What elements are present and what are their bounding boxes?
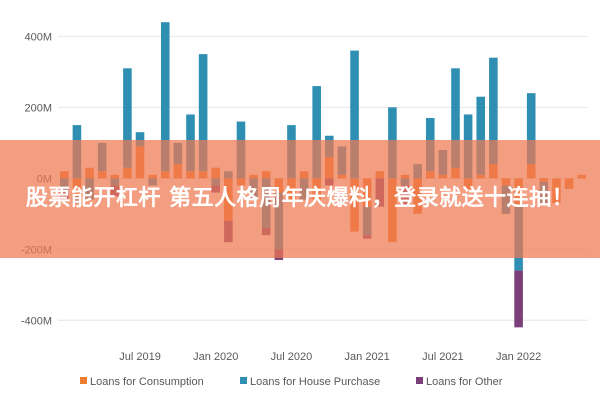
bar-segment bbox=[451, 68, 460, 168]
legend-label: Loans for Consumption bbox=[90, 376, 204, 388]
y-tick-label: 400M bbox=[24, 31, 52, 43]
x-tick-label: Jan 2022 bbox=[496, 351, 541, 363]
x-tick-label: Jul 2020 bbox=[271, 351, 313, 363]
bar-segment bbox=[514, 270, 523, 328]
bar-segment bbox=[489, 57, 498, 165]
legend-label: Loans for Other bbox=[426, 376, 503, 388]
bar-segment bbox=[123, 68, 132, 168]
bar-segment bbox=[526, 93, 536, 165]
x-tick-label: Jan 2021 bbox=[345, 351, 390, 363]
x-axis: Jul 2019 Jan 2020 Jul 2020 Jan 2021 Jul 2021… bbox=[119, 351, 541, 363]
y-tick-label: -400M bbox=[21, 315, 52, 327]
promo-banner-text[interactable]: 股票能开杠杆 第五人格周年庆爆料，登录就送十连抽！ bbox=[25, 186, 575, 211]
legend-label: Loans for House Purchase bbox=[250, 376, 380, 388]
y-tick-label: 200M bbox=[24, 102, 52, 114]
legend-item: Loans for Other bbox=[416, 376, 503, 388]
bar-segment bbox=[350, 50, 359, 179]
legend-item: Loans for House Purchase bbox=[240, 376, 380, 388]
legend-swatch bbox=[80, 377, 87, 384]
bar-segment bbox=[476, 96, 486, 175]
x-tick-label: Jan 2020 bbox=[193, 351, 238, 363]
x-tick-label: Jul 2021 bbox=[422, 351, 464, 363]
legend: Loans for Consumption Loans for House Pur… bbox=[80, 376, 503, 388]
bar-segment bbox=[312, 86, 321, 179]
bar-segment bbox=[160, 22, 170, 172]
promo-banner[interactable]: 股票能开杠杆 第五人格周年庆爆料，登录就送十连抽！ bbox=[0, 140, 600, 258]
legend-swatch bbox=[416, 377, 423, 384]
legend-swatch bbox=[240, 377, 247, 384]
x-tick-label: Jul 2019 bbox=[119, 351, 161, 363]
bar-segment bbox=[198, 54, 208, 172]
legend-item: Loans for Consumption bbox=[80, 376, 204, 388]
bar-segment bbox=[135, 132, 145, 147]
